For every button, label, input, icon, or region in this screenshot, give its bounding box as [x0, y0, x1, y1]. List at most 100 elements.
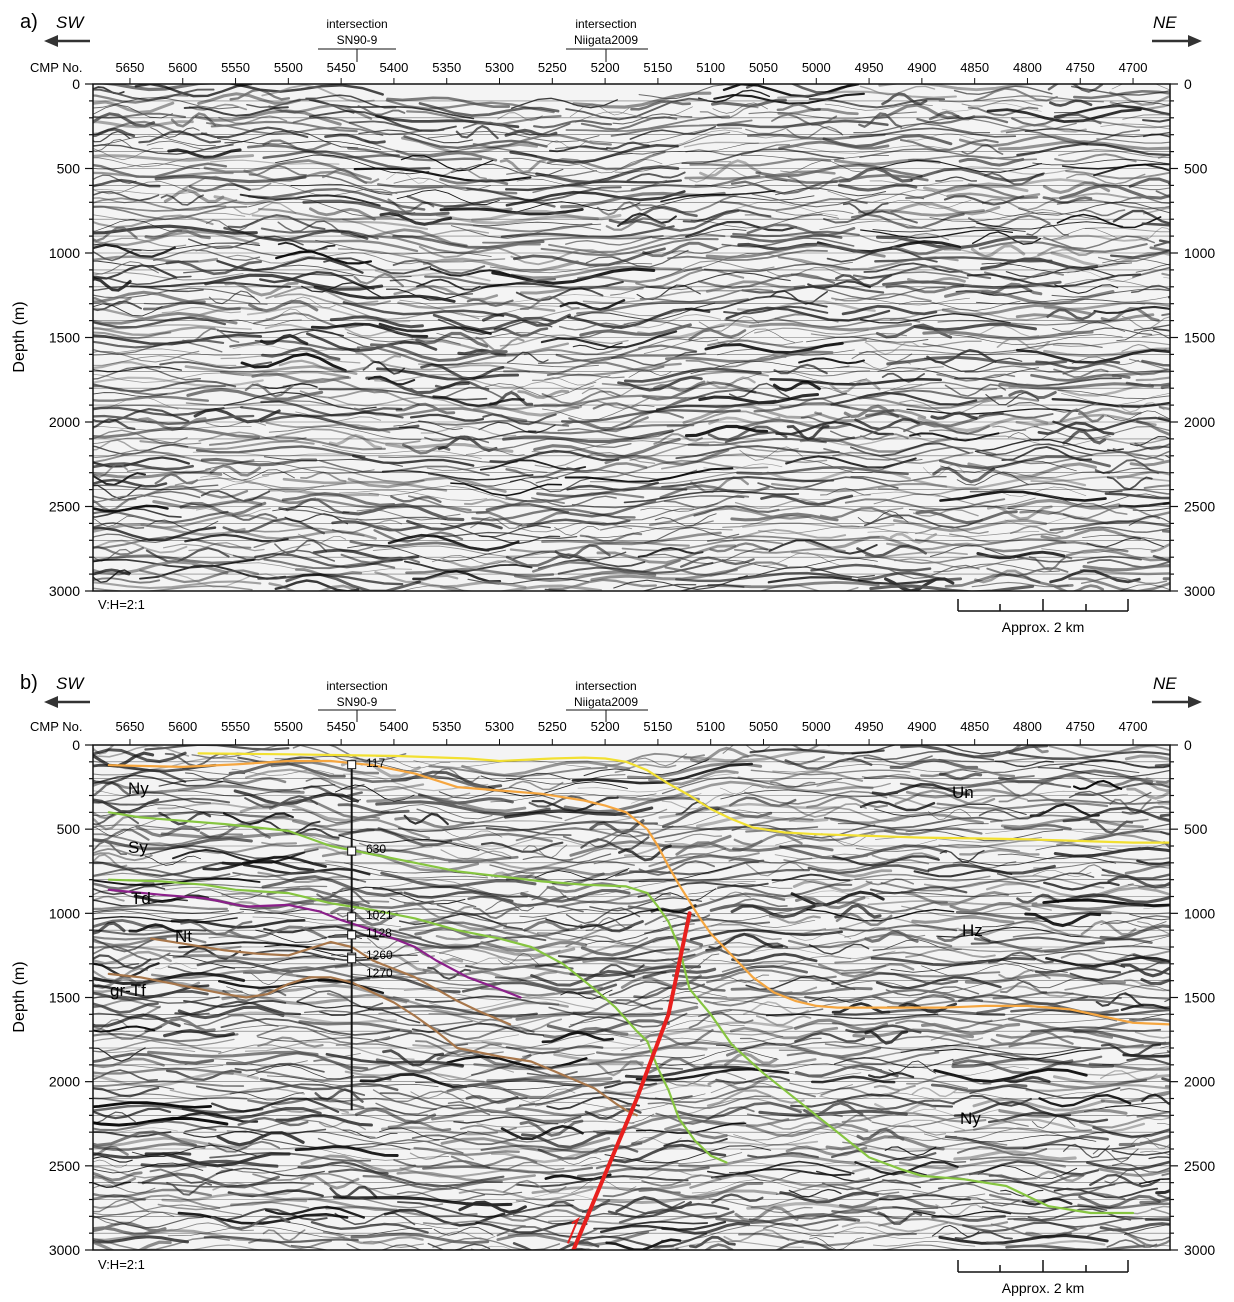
reflection-trace — [905, 829, 1064, 842]
reflection-trace — [589, 819, 645, 835]
reflection-trace — [569, 834, 732, 857]
reflection-trace — [1078, 1194, 1161, 1209]
reflection-trace — [1070, 998, 1170, 1010]
reflection-trace — [288, 1130, 440, 1144]
reflection-trace — [256, 1025, 391, 1045]
reflection-trace — [557, 561, 714, 575]
reflection-trace — [690, 360, 850, 374]
reflection-trace — [209, 159, 340, 165]
reflection-trace — [765, 1072, 862, 1079]
reflection-trace — [353, 272, 404, 288]
reflection-trace — [808, 98, 946, 109]
reflection-trace — [822, 1179, 922, 1191]
reflection-trace — [884, 1146, 937, 1157]
reflection-trace — [641, 1174, 722, 1187]
reflection-trace — [871, 852, 940, 861]
reflection-trace — [903, 421, 990, 435]
cmp-tick-label: 5500 — [274, 719, 303, 734]
intersection-line-name: Niigata2009 — [574, 33, 638, 47]
reflection-trace — [778, 140, 890, 150]
reflection-trace — [1117, 583, 1170, 591]
reflection-trace — [318, 1120, 366, 1131]
reflection-trace — [93, 545, 144, 556]
reflection-trace — [414, 1040, 502, 1056]
reflection-trace — [794, 1018, 889, 1032]
reflection-trace — [485, 820, 659, 832]
reflection-trace — [819, 506, 904, 520]
reflection-trace — [653, 433, 703, 445]
reflection-trace — [164, 886, 300, 894]
reflection-trace — [810, 332, 908, 338]
reflection-trace — [312, 548, 420, 561]
reflection-trace — [412, 569, 502, 583]
reflection-trace — [398, 426, 537, 441]
reflection-trace — [589, 897, 703, 912]
reflection-trace — [859, 800, 936, 812]
reflection-trace — [695, 814, 829, 828]
reflection-trace — [93, 348, 241, 357]
reflection-trace — [1078, 1131, 1151, 1137]
reflection-trace — [325, 1205, 478, 1218]
reflection-trace — [1140, 1150, 1170, 1156]
reflection-trace — [150, 969, 312, 979]
reflection-trace — [1167, 1135, 1170, 1138]
reflection-trace — [579, 323, 692, 337]
reflection-trace — [93, 861, 242, 877]
reflection-trace — [93, 181, 188, 195]
reflection-trace — [596, 201, 642, 216]
reflection-trace — [1098, 1167, 1170, 1178]
reflection-trace — [93, 163, 200, 170]
reflection-trace — [223, 469, 295, 481]
reflection-trace — [440, 1136, 611, 1153]
reflection-trace — [783, 859, 930, 872]
intersection-label: intersection — [326, 679, 387, 693]
reflection-trace — [1007, 401, 1099, 413]
reflection-trace — [431, 1108, 582, 1123]
cmp-tick-label: 4950 — [855, 719, 884, 734]
reflection-trace — [328, 433, 383, 450]
reflection-trace — [93, 366, 201, 381]
reflection-trace — [93, 425, 252, 431]
reflection-trace — [93, 230, 260, 247]
reflection-trace — [755, 163, 923, 178]
reflection-trace — [387, 198, 435, 213]
reflection-trace — [310, 1221, 429, 1234]
reflection-trace — [475, 511, 570, 527]
reflection-trace — [790, 890, 885, 907]
reflection-trace — [1074, 782, 1170, 796]
reflection-trace — [1118, 402, 1165, 413]
cmp-axis-a: 5650 5600 5550 5500 5450 5400 5350 5300 5250 5200… — [115, 60, 1148, 84]
reflection-trace — [93, 1025, 156, 1033]
depth-tick-label: 3000 — [49, 583, 80, 599]
reflection-trace — [775, 187, 887, 197]
reflection-trace — [689, 1235, 736, 1249]
reflection-trace — [661, 793, 734, 810]
reflection-trace — [838, 1194, 939, 1209]
reflection-trace — [194, 109, 342, 126]
reflection-trace — [182, 175, 272, 191]
reflection-trace — [93, 837, 253, 851]
reflection-trace — [186, 387, 324, 401]
reflection-trace — [1041, 548, 1156, 554]
reflection-trace — [1077, 1202, 1170, 1210]
cmp-tick-label: 5200 — [591, 719, 620, 734]
reflection-trace — [589, 127, 743, 144]
reflection-trace — [263, 925, 380, 941]
reflection-trace — [653, 826, 819, 840]
reflection-trace — [436, 903, 584, 916]
reflection-trace — [899, 399, 996, 415]
reflection-trace — [93, 1087, 160, 1098]
reflection-trace — [836, 901, 948, 914]
reflection-trace — [893, 519, 1048, 533]
reflection-trace — [710, 919, 816, 928]
reflection-trace — [577, 266, 703, 284]
reflection-trace — [541, 390, 621, 405]
reflection-trace — [1137, 921, 1170, 935]
reflection-trace — [894, 789, 996, 805]
reflection-trace — [279, 1147, 450, 1161]
reflection-trace — [93, 1240, 172, 1250]
reflection-trace — [1065, 170, 1170, 180]
horizon-line-3 — [107, 878, 728, 1164]
reflection-trace — [739, 446, 803, 461]
reflection-trace — [1140, 1141, 1170, 1149]
